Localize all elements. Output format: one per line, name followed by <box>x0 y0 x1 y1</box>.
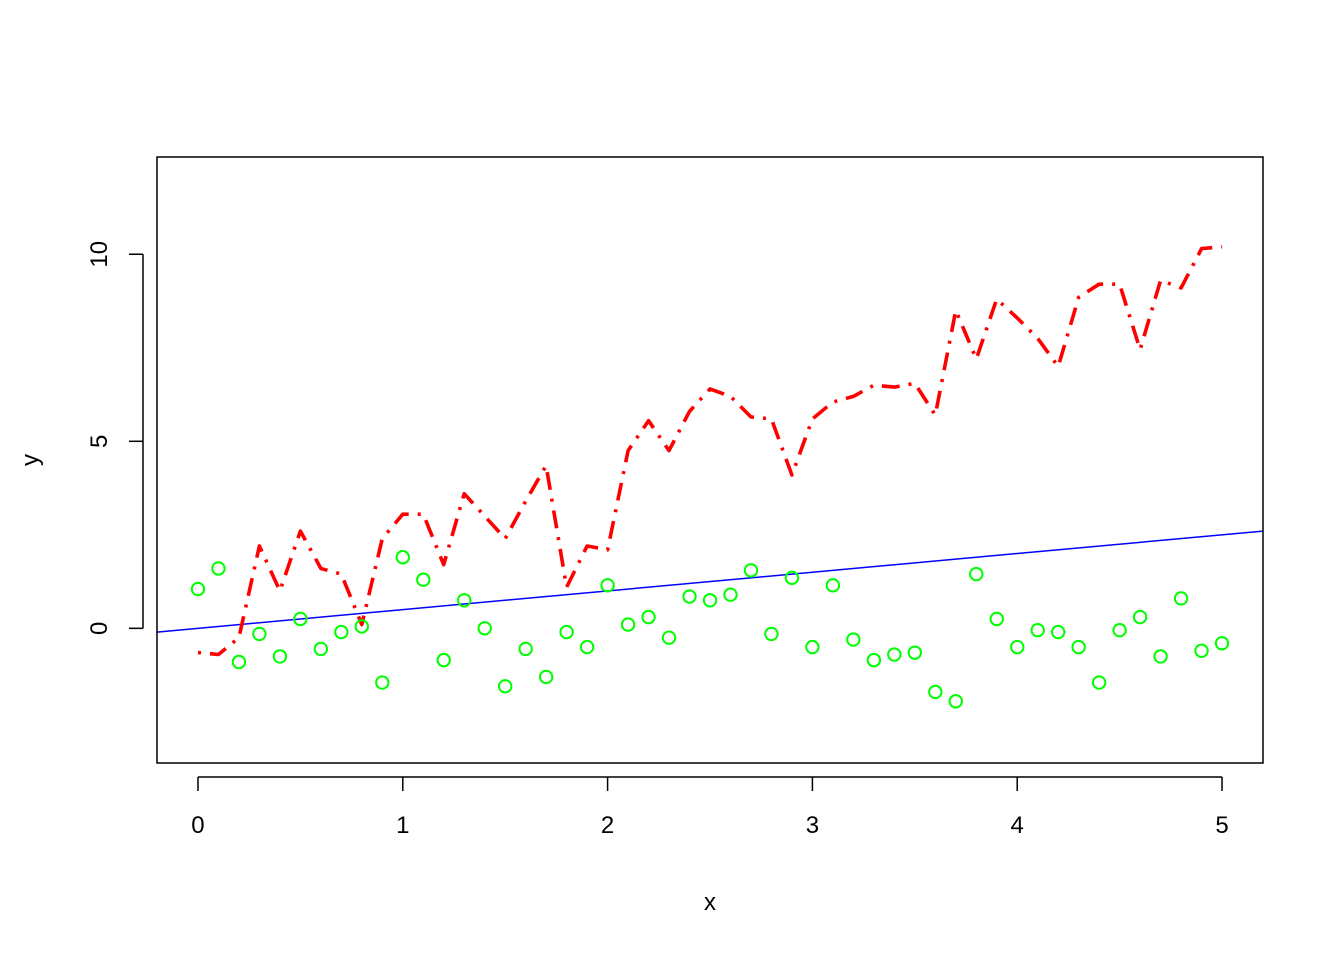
x-tick-label: 2 <box>601 812 614 839</box>
data-point <box>497 679 513 694</box>
data-point <box>784 570 800 586</box>
data-point <box>825 578 841 593</box>
data-point <box>252 626 267 642</box>
data-point <box>641 609 656 625</box>
y-tick-label: 0 <box>86 622 113 635</box>
data-point <box>948 694 963 709</box>
data-point <box>334 624 349 640</box>
y-axis-title: y <box>17 454 44 466</box>
data-point <box>354 619 370 634</box>
data-point <box>272 649 288 664</box>
data-point <box>1214 636 1230 651</box>
data-point <box>477 621 492 636</box>
plot-frame <box>156 156 1264 764</box>
data-point <box>538 669 554 685</box>
data-point <box>211 561 226 576</box>
data-point <box>559 624 574 640</box>
data-point <box>805 639 820 655</box>
data-point <box>313 641 329 657</box>
data-point <box>682 589 697 604</box>
data-point <box>600 578 615 593</box>
data-point <box>723 587 738 602</box>
x-tick-label: 4 <box>1011 812 1024 839</box>
data-point <box>416 572 431 587</box>
data-point <box>1153 649 1168 664</box>
data-point <box>928 684 943 700</box>
data-point <box>375 675 390 690</box>
data-point <box>293 611 308 627</box>
x-tick-label: 3 <box>806 812 819 839</box>
x-tick-label: 5 <box>1215 812 1228 839</box>
x-axis-title: x <box>704 889 716 916</box>
x-axis: 0 1 2 3 4 5 <box>191 776 1229 839</box>
data-point <box>395 550 410 565</box>
data-point <box>579 639 595 655</box>
data-point <box>1194 643 1209 658</box>
series-line <box>197 245 1223 657</box>
data-point <box>969 566 984 582</box>
y-axis: 0 5 10 <box>86 241 144 635</box>
data-point <box>518 641 533 657</box>
x-tick-label: 0 <box>191 812 204 839</box>
data-point <box>231 654 247 670</box>
data-point <box>764 626 779 642</box>
data-point <box>846 632 861 647</box>
data-point <box>989 611 1004 627</box>
data-point <box>190 581 206 597</box>
data-point <box>887 647 902 662</box>
data-point <box>1112 623 1127 638</box>
data-point <box>1091 675 1107 690</box>
data-point <box>1132 609 1148 625</box>
data-point <box>907 645 923 660</box>
reference-line <box>157 530 1263 633</box>
data-point <box>1050 624 1066 640</box>
data-point <box>436 652 451 668</box>
data-point <box>620 617 636 632</box>
data-point <box>866 652 882 668</box>
data-point <box>457 593 472 608</box>
data-point <box>1173 591 1189 606</box>
data-point <box>661 630 677 645</box>
data-point <box>1071 639 1086 655</box>
plot-region <box>157 245 1263 709</box>
x-tick-label: 1 <box>396 812 409 839</box>
data-point <box>1010 639 1025 655</box>
y-tick-label: 10 <box>86 241 113 268</box>
data-point <box>743 563 759 578</box>
y-tick-label: 5 <box>86 435 113 448</box>
data-point <box>702 593 718 608</box>
data-point <box>1030 623 1045 638</box>
